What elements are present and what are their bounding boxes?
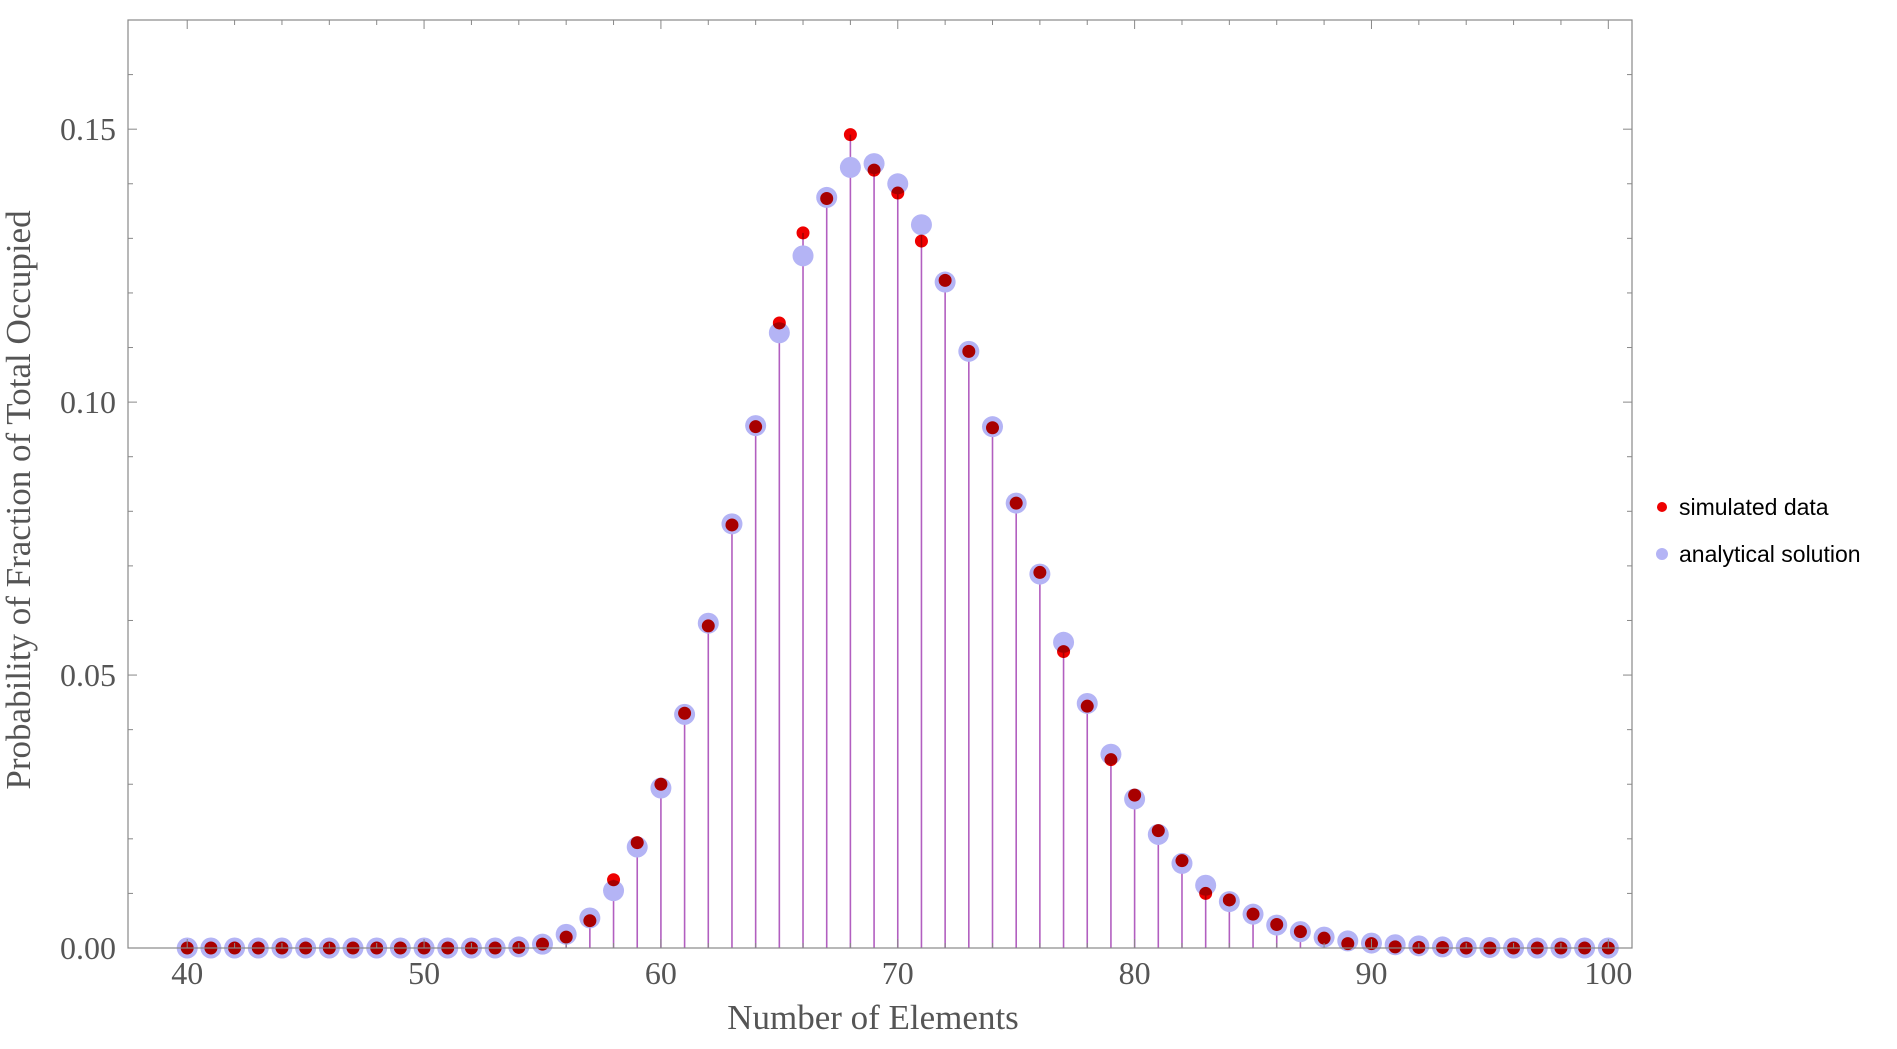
simulated-point <box>938 273 952 287</box>
simulated-point <box>1270 918 1284 932</box>
simulated-point <box>1317 931 1331 945</box>
simulated-point <box>796 226 810 240</box>
simulated-point <box>535 937 549 951</box>
simulated-point <box>962 344 976 358</box>
simulated-point <box>891 186 905 200</box>
simulated-point <box>701 619 715 633</box>
analytical-point <box>792 245 814 267</box>
y-axis: 0.00 0.05 0.10 0.15 <box>60 74 1632 966</box>
simulated-point <box>1222 893 1236 907</box>
simulated-point <box>1128 788 1142 802</box>
simulated-point <box>772 316 786 330</box>
simulated-point <box>1175 854 1189 868</box>
x-tick-label: 40 <box>171 955 203 991</box>
legend-label-simulated: simulated data <box>1679 494 1829 520</box>
y-axis-title: Probability of Fraction of Total Occupie… <box>0 210 38 790</box>
y-tick-label: 0.00 <box>60 930 116 966</box>
analytical-point <box>887 173 909 195</box>
simulated-point <box>1341 937 1355 951</box>
simulated-point <box>1246 907 1260 921</box>
stems-group <box>541 134 1396 948</box>
simulated-point <box>1151 824 1165 838</box>
x-tick-label: 90 <box>1355 955 1387 991</box>
analytical-point <box>768 322 790 344</box>
simulated-point <box>1199 886 1213 900</box>
x-tick-label: 70 <box>882 955 914 991</box>
analytical-point <box>910 214 932 236</box>
simulated-point <box>630 836 644 850</box>
y-tick-label: 0.10 <box>60 384 116 420</box>
simulated-point <box>1080 699 1094 713</box>
simulated-point <box>607 873 621 887</box>
x-axis-title: Number of Elements <box>727 998 1019 1037</box>
simulated-point <box>1104 753 1118 767</box>
simulated-point <box>1293 925 1307 939</box>
simulated-point <box>749 420 763 434</box>
analytical-point <box>1053 631 1075 653</box>
simulated-point <box>654 777 668 791</box>
simulated-point <box>914 234 928 248</box>
x-tick-label: 80 <box>1119 955 1151 991</box>
legend: simulated data analytical solution <box>1656 494 1861 567</box>
simulated-point <box>725 518 739 532</box>
legend-marker-simulated <box>1657 502 1667 512</box>
simulated-point <box>867 163 881 177</box>
simulated-point <box>1009 496 1023 510</box>
simulated-point <box>1057 645 1071 659</box>
simulated-point <box>559 930 573 944</box>
analytical-point <box>839 156 861 178</box>
simulated-point <box>583 914 597 928</box>
x-axis: 40 50 60 70 80 90 100 <box>171 20 1632 991</box>
x-tick-label: 100 <box>1584 955 1632 991</box>
x-tick-label: 50 <box>408 955 440 991</box>
plot-frame <box>127 19 1633 949</box>
legend-marker-analytical <box>1656 548 1668 560</box>
analytical-point <box>603 880 625 902</box>
simulated-point <box>1033 565 1047 579</box>
simulated-point <box>986 421 1000 435</box>
simulated-point <box>1388 940 1402 954</box>
simulated-point <box>678 706 692 720</box>
simulated-point <box>820 192 834 206</box>
simulated-series <box>180 128 1615 955</box>
y-tick-label: 0.15 <box>60 111 116 147</box>
y-tick-label: 0.05 <box>60 657 116 693</box>
x-tick-label: 60 <box>645 955 677 991</box>
legend-label-analytical: analytical solution <box>1679 541 1861 567</box>
simulated-point <box>843 128 857 142</box>
